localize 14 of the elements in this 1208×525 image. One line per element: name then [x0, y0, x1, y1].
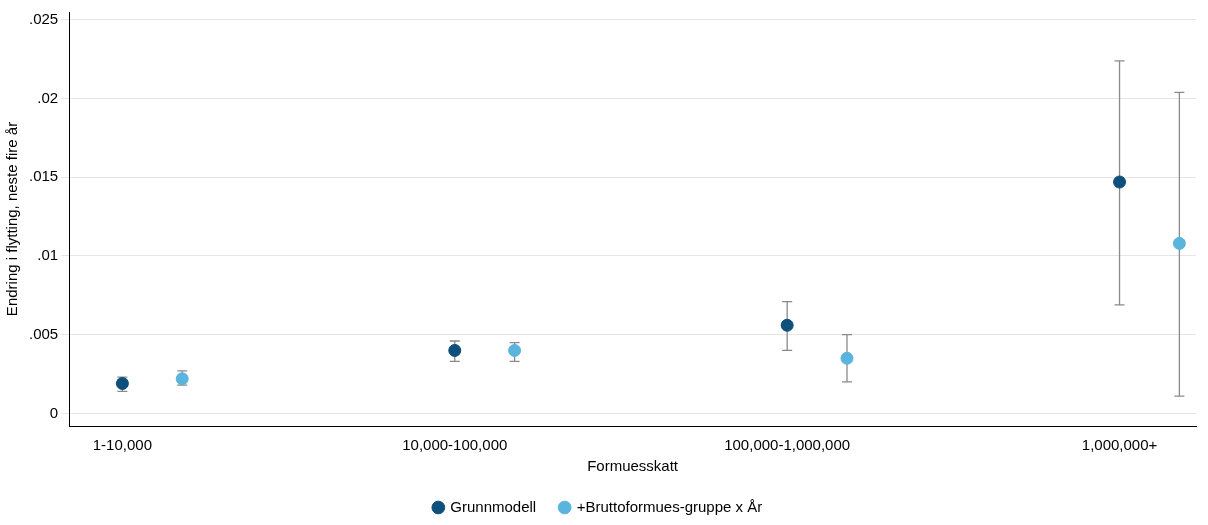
y-tick-label: .01 [37, 246, 59, 264]
y-tick-label: .005 [28, 324, 59, 342]
x-tick-label: 100,000-1,000,000 [724, 436, 851, 454]
legend-label: +Bruttoformues-gruppe x År [576, 497, 763, 515]
x-tick-label: 10,000-100,000 [402, 436, 508, 454]
x-tick-label: 1,000,000+ [1081, 436, 1158, 454]
y-tick-label: .015 [28, 167, 59, 185]
legend-label: Grunnmodell [450, 497, 537, 515]
x-axis-title: Formuesskatt [587, 457, 679, 475]
y-tick-label: 0 [49, 403, 59, 421]
y-tick-label: .02 [37, 88, 59, 106]
y-tick-label: .025 [28, 10, 59, 28]
x-tick-label: 1-10,000 [92, 436, 152, 454]
y-axis-title: Endring i flytting, neste fire år [3, 121, 21, 317]
